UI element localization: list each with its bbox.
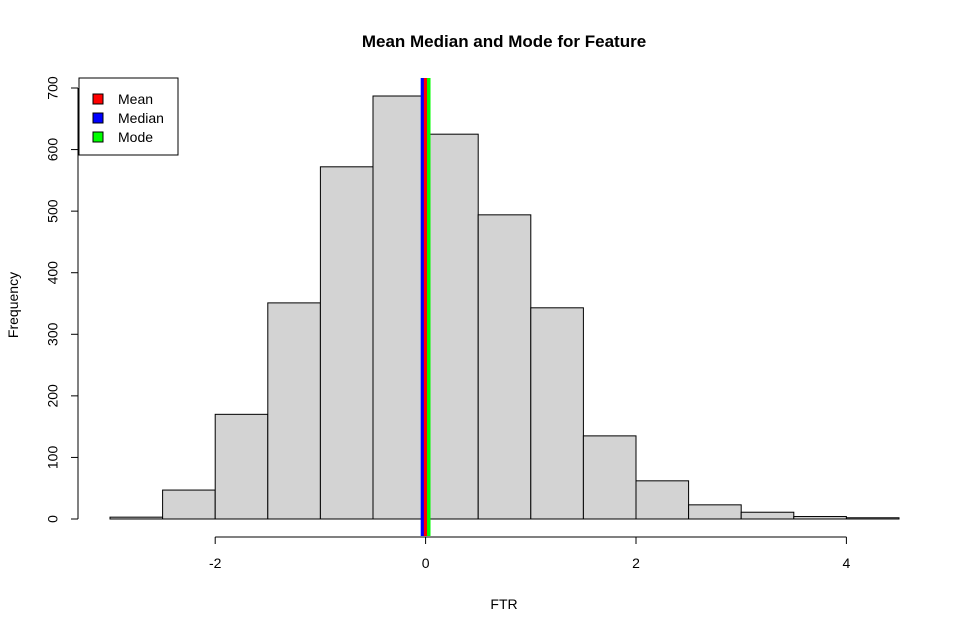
legend-label-median: Median [118,110,164,126]
y-axis-label: Frequency [5,272,21,338]
y-tick-label: 600 [45,138,61,162]
y-tick-label: 0 [45,515,61,523]
legend-swatch-median [92,112,104,124]
histogram-bar [162,489,216,520]
histogram-bars [109,95,900,520]
y-tick-label: 700 [45,76,61,100]
histogram-bar [214,413,269,520]
histogram-bar [793,516,847,520]
histogram-bar [372,95,427,520]
legend-swatch-mean [92,93,104,105]
legend: Mean Median Mode [78,77,179,156]
histogram-bar [845,517,900,520]
legend-label-mode: Mode [118,129,153,145]
y-axis: 0 100 200 300 400 500 600 700 [45,76,79,523]
histogram-bar [635,480,690,520]
x-tick-label: -2 [209,555,222,571]
histogram-bar [582,435,637,520]
y-tick-label: 300 [45,322,61,346]
histogram-bar [530,307,584,520]
y-tick-label: 500 [45,199,61,223]
statistic-lines [420,78,431,536]
histogram-bar [740,511,795,520]
histogram-bar [319,166,374,520]
histogram-bar [109,516,164,520]
x-axis-label: FTR [490,596,517,612]
x-axis: -2 0 2 4 [209,536,851,571]
histogram-bar [688,504,742,520]
histogram-bar [267,302,321,520]
x-tick-label: 4 [843,555,851,571]
legend-label-mean: Mean [118,91,153,107]
y-tick-label: 400 [45,261,61,285]
x-tick-label: 0 [422,555,430,571]
y-tick-label: 100 [45,446,61,470]
legend-swatch-mode [92,131,104,143]
y-tick-label: 200 [45,384,61,408]
histogram-bar [477,214,532,520]
histogram-bar [425,133,479,520]
chart-title: Mean Median and Mode for Feature [362,32,646,51]
x-tick-label: 2 [632,555,640,571]
